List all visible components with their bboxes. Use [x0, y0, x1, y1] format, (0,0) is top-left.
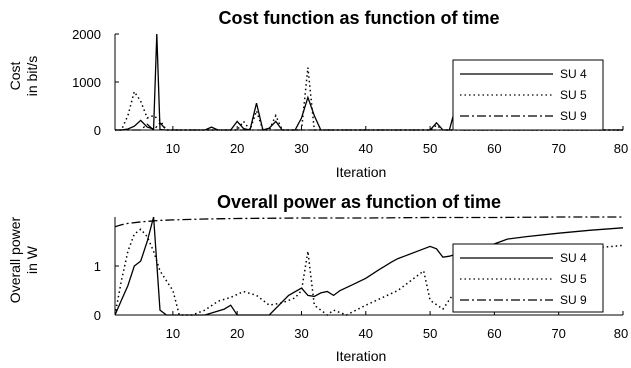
series-su-9-line — [115, 216, 623, 228]
series-su-4-line — [115, 33, 623, 131]
x-tick-label: 40 — [359, 141, 373, 156]
legend: SU 4 SU 5 SU 9 — [452, 59, 604, 131]
x-tick-label: 80 — [614, 326, 628, 341]
x-tick-label: 60 — [487, 326, 501, 341]
legend: SU 4 SU 5 SU 9 — [452, 243, 604, 313]
legend-label-su-4: SU 4 — [560, 67, 587, 81]
x-tick-label: 10 — [166, 141, 180, 156]
x-tick-label: 30 — [294, 141, 308, 156]
x-tick-label: 60 — [487, 141, 501, 156]
y-tick-label: 1000 — [72, 75, 101, 90]
chart-1: Cost function as function of time 10 20 30 4… — [7, 8, 628, 180]
x-axis-label: Iteration — [336, 348, 387, 364]
x-tick-label: 30 — [294, 326, 308, 341]
legend-box — [452, 243, 604, 313]
y-axis-label-line-1: Overall power — [7, 216, 23, 303]
y-tick-label: 2000 — [72, 27, 101, 42]
legend-label-su-9: SU 9 — [560, 293, 587, 307]
x-tick-label: 40 — [359, 326, 373, 341]
y-axis-label-line-2: in bit/s — [24, 56, 40, 96]
chart-title: Overall power as function of time — [217, 192, 501, 212]
legend-label-su-5: SU 5 — [560, 272, 587, 286]
legend-label-su-5: SU 5 — [560, 88, 587, 102]
x-axis-label: Iteration — [336, 164, 387, 180]
x-tick-label: 20 — [230, 141, 244, 156]
legend-label-su-4: SU 4 — [560, 251, 587, 265]
legend-label-su-9: SU 9 — [560, 109, 587, 123]
x-tick-label: 50 — [423, 326, 437, 341]
y-axis-label-line-2: in W — [24, 245, 40, 274]
y-tick-label: 1 — [94, 259, 101, 274]
chart-title: Cost function as function of time — [219, 8, 500, 28]
y-tick-label: 0 — [94, 308, 101, 323]
x-tick-label: 20 — [230, 326, 244, 341]
x-tick-label: 70 — [551, 326, 565, 341]
y-axis-label-line-1: Cost — [7, 62, 23, 91]
x-tick-label: 70 — [551, 141, 565, 156]
x-tick-label: 50 — [423, 141, 437, 156]
x-tick-label: 80 — [614, 141, 628, 156]
x-tick-label: 10 — [166, 326, 180, 341]
y-tick-label: 0 — [94, 123, 101, 138]
